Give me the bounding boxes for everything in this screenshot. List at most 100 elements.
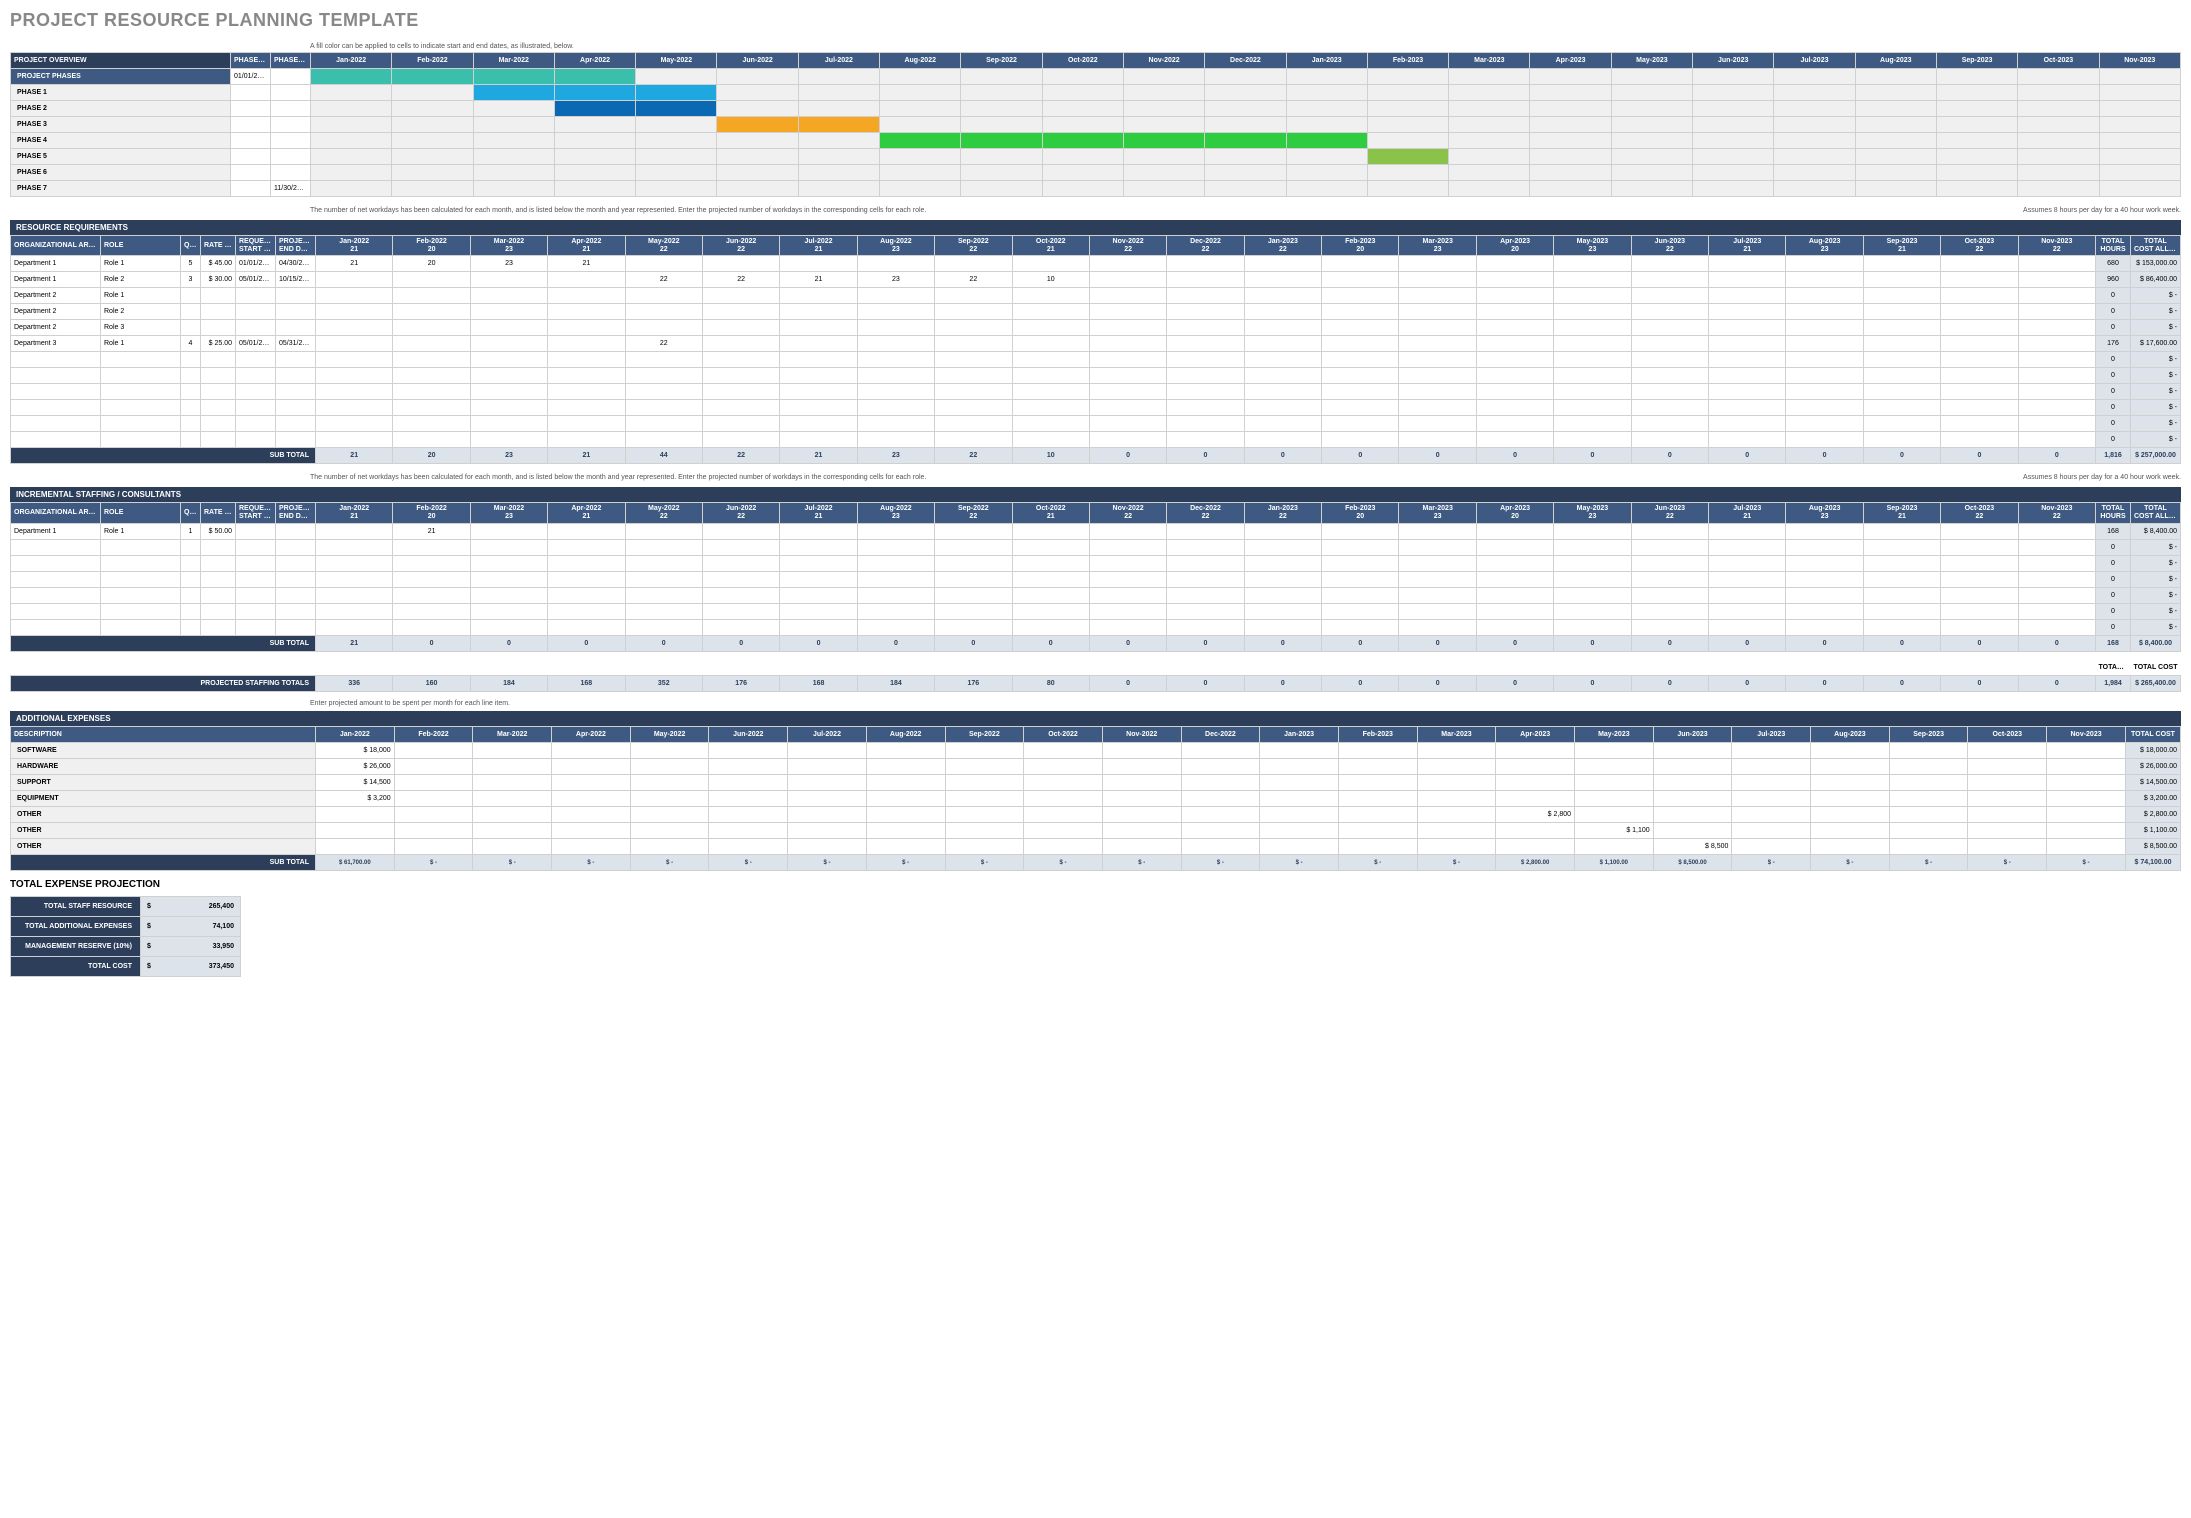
workday-cell[interactable] [1786,523,1863,539]
workday-cell[interactable] [470,523,547,539]
workday-cell[interactable] [1244,368,1321,384]
gantt-cell[interactable] [1530,181,1611,197]
expense-cell[interactable] [1260,791,1339,807]
workday-cell[interactable] [1476,416,1553,432]
phase-end[interactable] [271,149,311,165]
cell-end[interactable] [276,352,316,368]
workday-cell[interactable] [935,400,1012,416]
cell-qty[interactable] [181,288,201,304]
workday-cell[interactable] [1554,539,1631,555]
gantt-cell[interactable] [1936,69,2017,85]
cell-area[interactable]: Department 2 [11,288,101,304]
workday-cell[interactable] [1863,288,1940,304]
workday-cell[interactable] [1941,288,2018,304]
cell-area[interactable] [11,555,101,571]
gantt-cell[interactable] [636,149,717,165]
cell-end[interactable] [276,571,316,587]
workday-cell[interactable] [935,368,1012,384]
cell-area[interactable] [11,619,101,635]
workday-cell[interactable] [1631,587,1708,603]
workday-cell[interactable] [1012,416,1089,432]
workday-cell[interactable] [1012,587,1089,603]
gantt-cell[interactable] [2018,181,2099,197]
workday-cell[interactable] [1554,619,1631,635]
gantt-cell[interactable] [1693,149,1774,165]
workday-cell[interactable] [1244,571,1321,587]
workday-cell[interactable] [1709,304,1786,320]
expense-cell[interactable] [866,759,945,775]
expense-cell[interactable]: $ 2,800 [1496,807,1575,823]
workday-cell[interactable] [2018,352,2095,368]
gantt-cell[interactable] [717,149,798,165]
expense-cell[interactable] [394,775,473,791]
workday-cell[interactable] [857,368,934,384]
workday-cell[interactable] [625,416,702,432]
cell-qty[interactable] [181,619,201,635]
gantt-cell[interactable] [1611,149,1692,165]
cell-rate[interactable] [201,368,236,384]
gantt-cell[interactable] [1530,101,1611,117]
workday-cell[interactable] [1322,523,1399,539]
gantt-cell[interactable] [1611,117,1692,133]
workday-cell[interactable] [2018,539,2095,555]
expense-cell[interactable] [709,791,788,807]
workday-cell[interactable] [780,603,857,619]
gantt-cell[interactable] [961,181,1042,197]
cell-qty[interactable]: 1 [181,523,201,539]
workday-cell[interactable] [1476,539,1553,555]
expense-cell[interactable] [1260,823,1339,839]
workday-cell[interactable] [1167,587,1244,603]
workday-cell[interactable] [1476,587,1553,603]
workday-cell[interactable] [1786,416,1863,432]
expense-cell[interactable] [788,791,867,807]
cell-role[interactable] [101,416,181,432]
workday-cell[interactable] [1399,619,1476,635]
expense-cell[interactable] [1024,775,1103,791]
workday-cell[interactable] [1012,571,1089,587]
workday-cell[interactable] [1631,384,1708,400]
cell-start[interactable] [236,603,276,619]
workday-cell[interactable] [1167,256,1244,272]
workday-cell[interactable]: 21 [780,272,857,288]
cell-start[interactable] [236,523,276,539]
expense-cell[interactable] [1889,791,1968,807]
workday-cell[interactable] [1709,432,1786,448]
expense-cell[interactable] [866,823,945,839]
workday-cell[interactable] [316,368,393,384]
gantt-cell[interactable] [1286,181,1367,197]
workday-cell[interactable] [1167,320,1244,336]
expense-cell[interactable] [394,823,473,839]
workday-cell[interactable] [857,352,934,368]
workday-cell[interactable] [1863,304,1940,320]
workday-cell[interactable] [2018,432,2095,448]
workday-cell[interactable] [1941,320,2018,336]
gantt-cell[interactable] [880,117,961,133]
workday-cell[interactable] [935,432,1012,448]
expense-cell[interactable] [552,743,631,759]
gantt-cell[interactable] [473,181,554,197]
workday-cell[interactable] [1012,288,1089,304]
expense-cell[interactable] [1102,775,1181,791]
workday-cell[interactable] [1322,555,1399,571]
expense-cell[interactable]: $ 26,000 [316,759,395,775]
gantt-cell[interactable] [2099,133,2180,149]
workday-cell[interactable] [1089,571,1166,587]
workday-cell[interactable] [1554,432,1631,448]
expense-cell[interactable] [945,775,1024,791]
workday-cell[interactable] [1554,256,1631,272]
cell-role[interactable] [101,619,181,635]
workday-cell[interactable] [548,384,625,400]
workday-cell[interactable] [316,304,393,320]
workday-cell[interactable] [1089,523,1166,539]
cell-start[interactable] [236,352,276,368]
expense-cell[interactable] [1575,807,1654,823]
gantt-cell[interactable] [1367,133,1448,149]
workday-cell[interactable] [1863,571,1940,587]
gantt-cell[interactable] [717,85,798,101]
workday-cell[interactable] [1863,432,1940,448]
phase-end[interactable]: 11/30/2023 [271,181,311,197]
workday-cell[interactable] [1089,304,1166,320]
workday-cell[interactable] [1089,352,1166,368]
workday-cell[interactable] [1709,256,1786,272]
workday-cell[interactable] [1631,619,1708,635]
